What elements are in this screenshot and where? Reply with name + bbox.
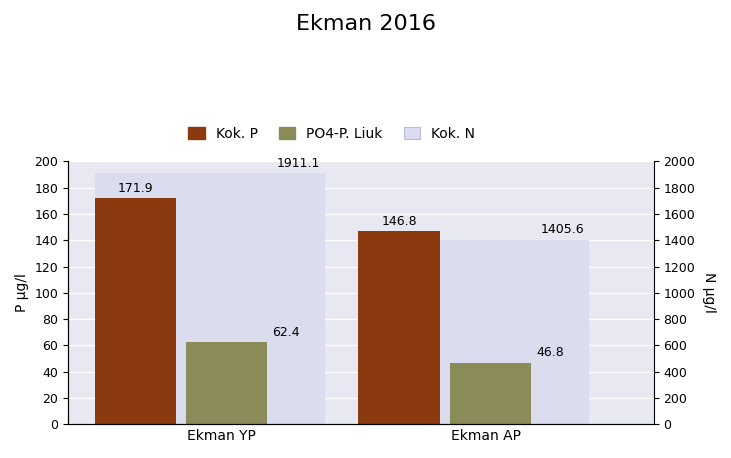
Text: Ekman 2016: Ekman 2016	[295, 14, 436, 34]
Bar	[186, 342, 268, 424]
Bar	[358, 231, 440, 424]
Bar	[358, 240, 588, 424]
Y-axis label: N µg/l: N µg/l	[702, 273, 716, 313]
Bar	[450, 363, 531, 424]
Legend: Kok. P, PO4-P. Liuk, Kok. N: Kok. P, PO4-P. Liuk, Kok. N	[182, 121, 481, 146]
Text: 146.8: 146.8	[382, 215, 417, 228]
Text: 171.9: 171.9	[118, 182, 153, 195]
Y-axis label: P µg/l: P µg/l	[15, 273, 29, 312]
Text: 46.8: 46.8	[536, 346, 564, 360]
Text: 62.4: 62.4	[272, 326, 300, 339]
Bar	[94, 173, 325, 424]
Bar	[94, 198, 176, 424]
Text: 1911.1: 1911.1	[277, 157, 320, 170]
Text: 1405.6: 1405.6	[540, 223, 584, 236]
